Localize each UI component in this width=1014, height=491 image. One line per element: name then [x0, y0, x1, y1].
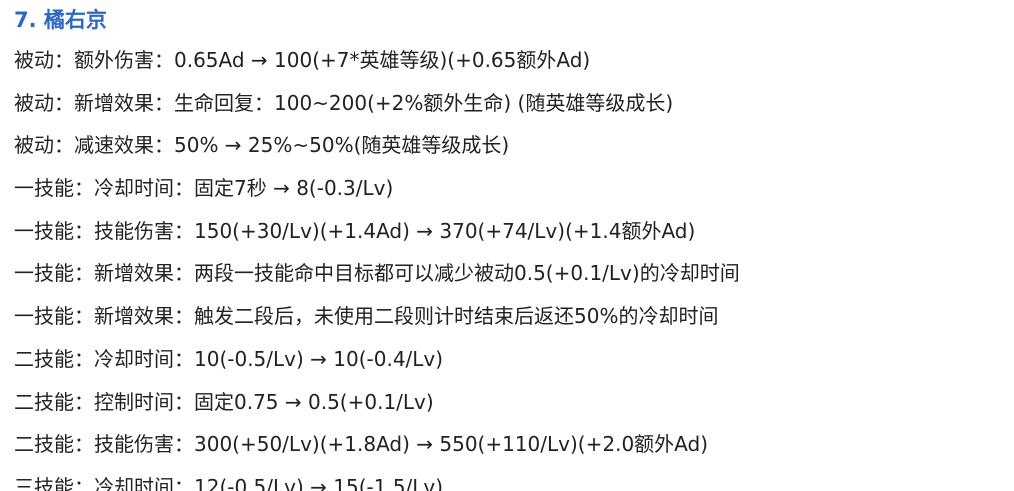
change-line: 被动：额外伤害：0.65Ad → 100(+7*英雄等级)(+0.65额外Ad)	[14, 48, 591, 72]
change-line: 三技能：冷却时间：12(-0.5/Lv) → 15(-1.5/Lv)	[14, 474, 444, 491]
heading: 7. 橘右京	[14, 8, 107, 32]
change-line: 被动：新增效果：生命回复：100~200(+2%额外生命) (随英雄等级成长)	[14, 90, 674, 115]
change-line: 二技能：控制时间：固定0.75 → 0.5(+0.1/Lv)	[14, 389, 434, 414]
change-line: 被动：减速效果：50% → 25%~50%(随英雄等级成长)	[14, 133, 510, 158]
change-line: 一技能：冷却时间：固定7秒 → 8(-0.3/Lv)	[14, 176, 394, 201]
change-line: 一技能：新增效果：两段一技能命中目标都可以减少被动0.5(+0.1/Lv)的冷却…	[14, 261, 740, 286]
change-line: 一技能：技能伤害：150(+30/Lv)(+1.4Ad) → 370(+74/L…	[14, 218, 696, 243]
change-line: 二技能：技能伤害：300(+50/Lv)(+1.8Ad) → 550(+110/…	[14, 432, 708, 457]
change-line: 一技能：新增效果：触发二段后，未使用二段则计时结束后返还50%的冷却时间	[14, 304, 719, 329]
change-list: 被动：额外伤害：0.65Ad → 100(+7*英雄等级)(+0.65额外Ad)…	[14, 39, 740, 491]
change-line: 二技能：冷却时间：10(-0.5/Lv) → 10(-0.4/Lv)	[14, 346, 444, 371]
